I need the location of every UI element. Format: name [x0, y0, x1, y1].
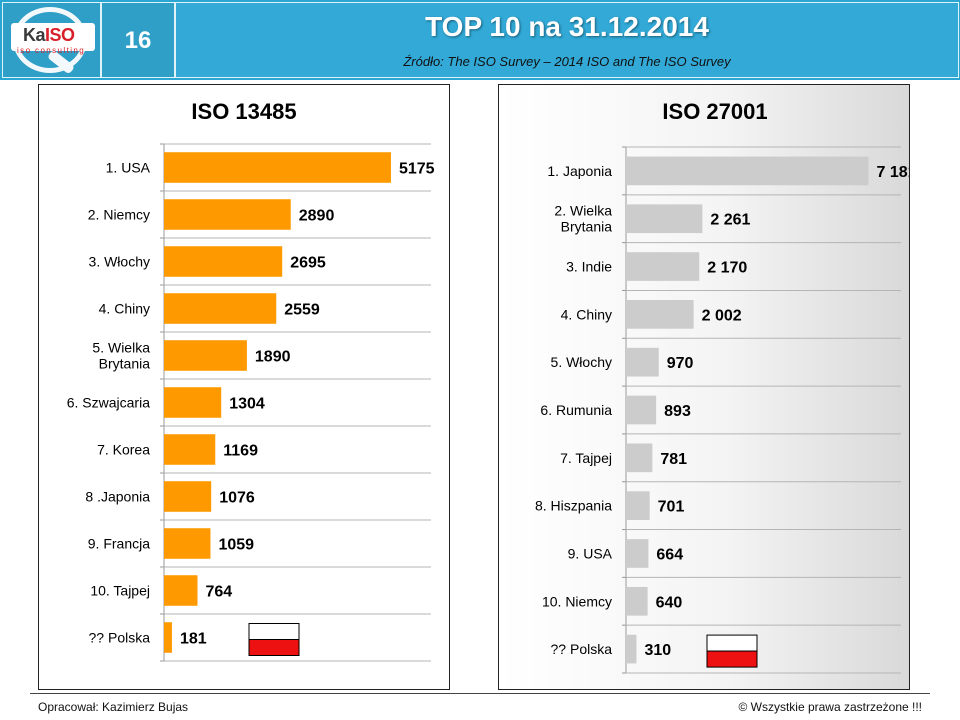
page-title: TOP 10 na 31.12.2014	[425, 11, 709, 42]
flag-white-stripe	[706, 634, 758, 652]
data-label: 2559	[284, 302, 320, 319]
data-label: 310	[644, 642, 671, 659]
data-label: 764	[206, 584, 233, 601]
flag-white-stripe	[248, 623, 300, 640]
category-label: 4. Chiny	[99, 301, 150, 317]
category-label: 7. Tajpej	[560, 450, 612, 466]
data-label: 1076	[219, 490, 255, 507]
bar	[626, 300, 694, 329]
chart-iso27001-svg: ISO 27001 1. Japonia 7 181 2. WielkaBrytani…	[535, 99, 909, 674]
data-label: 781	[660, 451, 687, 468]
data-label: 970	[667, 355, 694, 372]
category-label: 9. Francja	[88, 536, 150, 552]
bar	[626, 156, 869, 186]
logo-text: KaISO	[23, 25, 75, 46]
data-label: 2695	[290, 255, 326, 272]
data-label: 2890	[299, 208, 335, 225]
category-label: 3. Włochy	[89, 254, 150, 270]
category-label: 4. Chiny	[561, 306, 612, 322]
data-label: 2 002	[702, 307, 742, 324]
category-label: 1. USA	[106, 160, 151, 176]
bar	[164, 622, 172, 653]
bar	[626, 395, 657, 425]
bar	[164, 246, 283, 277]
flag-red-stripe	[706, 650, 758, 668]
poland-flag-icon	[706, 634, 758, 668]
bar	[164, 575, 198, 606]
data-label: 1169	[223, 443, 258, 460]
footer-rights: © Wszystkie prawa zastrzeżone !!!	[738, 700, 922, 714]
bar	[626, 586, 648, 616]
bar	[626, 252, 700, 281]
kaiso-logo: KaISO iso consulting	[2, 2, 101, 78]
category-label: 5. Włochy	[551, 354, 612, 370]
footer-divider	[30, 693, 930, 694]
chart-iso27001: ISO 27001 1. Japonia 7 181 2. WielkaBrytani…	[498, 84, 910, 690]
data-label: 1890	[255, 349, 291, 366]
logo-subtext: iso consulting	[17, 46, 86, 55]
data-label: 5175	[399, 161, 435, 178]
data-label: 7 181	[876, 164, 909, 181]
category-label: 2. Niemcy	[88, 207, 150, 223]
bar	[164, 152, 391, 183]
footer-author: Opracował: Kazimierz Bujas	[38, 700, 189, 714]
category-label: 10. Niemcy	[542, 593, 612, 609]
title-box: TOP 10 na 31.12.2014 Źródło: The ISO Sur…	[175, 2, 959, 78]
data-label: 1304	[229, 396, 265, 413]
bar	[164, 434, 216, 465]
data-label: 181	[180, 631, 207, 648]
data-label: 2 261	[710, 212, 750, 229]
bar	[164, 387, 222, 418]
bar	[626, 539, 649, 568]
data-label: 893	[664, 403, 691, 420]
data-label: 2 170	[707, 260, 747, 277]
bar	[626, 491, 650, 520]
bar	[164, 528, 211, 559]
poland-flag-icon	[248, 623, 300, 656]
bar	[164, 199, 291, 230]
bar	[626, 347, 659, 377]
category-label: 5. Wielka	[92, 340, 150, 356]
bar	[164, 481, 212, 512]
page-subtitle: Źródło: The ISO Survey – 2014 ISO and Th…	[403, 54, 731, 69]
category-label: 8. Hiszpania	[535, 498, 612, 514]
chart-title: ISO 27001	[662, 99, 767, 124]
category-label: ?? Polska	[551, 641, 613, 657]
category-label: 6. Szwajcaria	[67, 395, 150, 411]
logo-plate	[11, 23, 95, 51]
page-number-box: 16	[101, 2, 175, 78]
bar	[626, 443, 653, 473]
logo-text-iso: ISO	[45, 25, 75, 45]
chart-title: ISO 13485	[191, 99, 296, 124]
header-bar: KaISO iso consulting 16 TOP 10 na 31.12.…	[0, 0, 960, 80]
chart-iso13485-svg: ISO 13485 1. USA 5175 2. Niemcy 2890 3. Włoch…	[67, 99, 435, 662]
flag-red-stripe	[248, 639, 300, 656]
bar	[626, 204, 703, 234]
bar	[626, 634, 637, 664]
category-label: 6. Rumunia	[540, 402, 612, 418]
category-label: 1. Japonia	[547, 163, 612, 179]
bar	[164, 340, 247, 371]
category-label: ?? Polska	[89, 630, 151, 646]
data-label: 640	[656, 594, 683, 611]
category-label: 3. Indie	[566, 259, 612, 275]
category-label: 10. Tajpej	[90, 583, 150, 599]
category-label: 8 .Japonia	[85, 489, 150, 505]
data-label: 701	[658, 499, 685, 516]
logo-text-ka: Ka	[23, 25, 46, 45]
category-label: 2. Wielka	[554, 203, 612, 219]
page-number: 16	[124, 27, 152, 54]
data-label: 664	[656, 546, 683, 563]
chart-iso13485: ISO 13485 1. USA 5175 2. Niemcy 2890 3. Włoch…	[38, 84, 450, 690]
category-label: Brytania	[561, 219, 613, 235]
bar	[164, 293, 277, 324]
category-label: Brytania	[99, 356, 151, 372]
data-label: 1059	[218, 537, 254, 554]
category-label: 9. USA	[568, 545, 613, 561]
category-label: 7. Korea	[97, 442, 150, 458]
